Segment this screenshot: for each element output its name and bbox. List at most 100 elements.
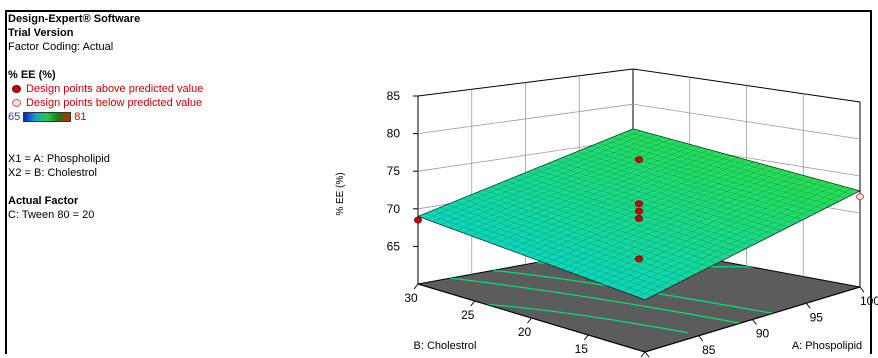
actual-factor-title: Actual Factor [8,195,79,207]
points-layer [413,156,865,263]
z-axis-label: % EE (%) [335,172,346,215]
mesh-line [493,148,709,245]
z-tick-label: 70 [387,202,401,216]
mesh-line [489,186,717,264]
point-below-icon [12,99,21,107]
factor-coding: Factor Coding: Actual [8,41,114,53]
mesh-line [485,146,702,242]
factor-x2: X2 = B: Cholestrol [8,167,97,179]
mesh-line [425,130,641,220]
z-tick-label: 65 [387,239,401,253]
mesh-line [439,207,667,290]
mesh-line [482,189,710,268]
actual-factor-value: C: Tween 80 = 20 [8,209,95,221]
factor-x1: X1 = A: Phospholipid [8,153,110,165]
a-tick-label: 100 [860,294,878,308]
a-tick-label: 90 [756,327,770,341]
mesh-line [539,165,767,239]
mesh-line [532,168,760,242]
mesh-line [618,134,846,199]
mesh-line [591,175,808,281]
mesh-line [561,156,789,228]
mesh-line [501,151,717,248]
mesh-line [516,155,732,253]
design-point [635,255,644,263]
mesh-line [446,204,674,286]
mesh-line [546,163,762,264]
mesh-line [568,154,796,224]
mesh-line [503,180,732,257]
mesh-line [589,145,818,213]
contour-line [450,277,754,327]
b-tick-label: 15 [575,342,589,356]
mesh-line [425,213,653,297]
a-tick [805,302,811,309]
design-point [635,215,644,222]
mesh-line [637,188,853,298]
b-tick-label: 20 [518,325,532,339]
mesh-line [453,201,681,282]
wall-gridline [417,103,861,140]
mesh-line [561,167,777,270]
mesh-line [607,180,823,287]
mesh-line [518,174,746,250]
mesh-line [629,186,845,295]
color-gradient-bar [23,112,72,122]
mesh-line [554,159,782,231]
mesh-line [584,173,800,278]
mesh-line [460,198,689,279]
legend-below: Design points below predicted value [8,96,203,110]
legend-above: Design points above predicted value [8,82,203,96]
b-tick-label: 25 [461,308,475,322]
surface-mesh [425,130,853,298]
a-tick [859,286,865,293]
a-tick-label: 85 [702,343,716,357]
contour-line [486,303,688,334]
mesh-line [582,148,810,217]
mesh-line [576,171,793,275]
mesh-line [597,142,825,210]
mesh-line [432,210,660,293]
b-tick [470,300,476,307]
b-axis-label: B: Cholestrol [414,340,477,352]
a-tick-label: 95 [810,310,824,324]
z-tick-label: 85 [387,89,401,103]
mesh-line [538,161,755,262]
mesh-line [622,184,838,292]
design-point [635,200,644,208]
legend-above-label: Design points above predicted value [26,83,204,95]
b-tick [583,334,589,341]
mesh-line [440,134,656,225]
mesh-line [569,169,785,273]
scale-min: 65 [8,111,21,123]
mesh-line [554,165,770,267]
design-point [856,193,865,201]
mesh-line [478,144,694,239]
scale-max: 81 [74,111,87,123]
mesh-line [496,183,724,260]
color-scale: 65 81 [8,110,203,124]
mesh-line [599,177,815,284]
software-name: Design-Expert® Software [8,13,141,25]
mesh-line [475,192,703,271]
a-tick [698,335,704,342]
legend-below-label: Design points below predicted value [26,97,203,109]
b-tick-label: 30 [404,291,418,305]
design-point [635,207,644,215]
mesh-line [604,139,832,206]
b-tick [527,317,532,324]
z-tick-label: 80 [387,127,401,141]
mesh-line [625,131,853,195]
mesh-line [433,132,649,223]
design-point [413,216,422,224]
mesh-line [546,162,775,235]
b-tick [640,351,646,358]
mesh-line [508,153,724,250]
trial-version: Trial Version [8,27,74,39]
mesh-line [523,157,740,256]
design-point [635,156,644,164]
a-tick [644,351,650,358]
response-name: % EE (%) [8,69,56,81]
